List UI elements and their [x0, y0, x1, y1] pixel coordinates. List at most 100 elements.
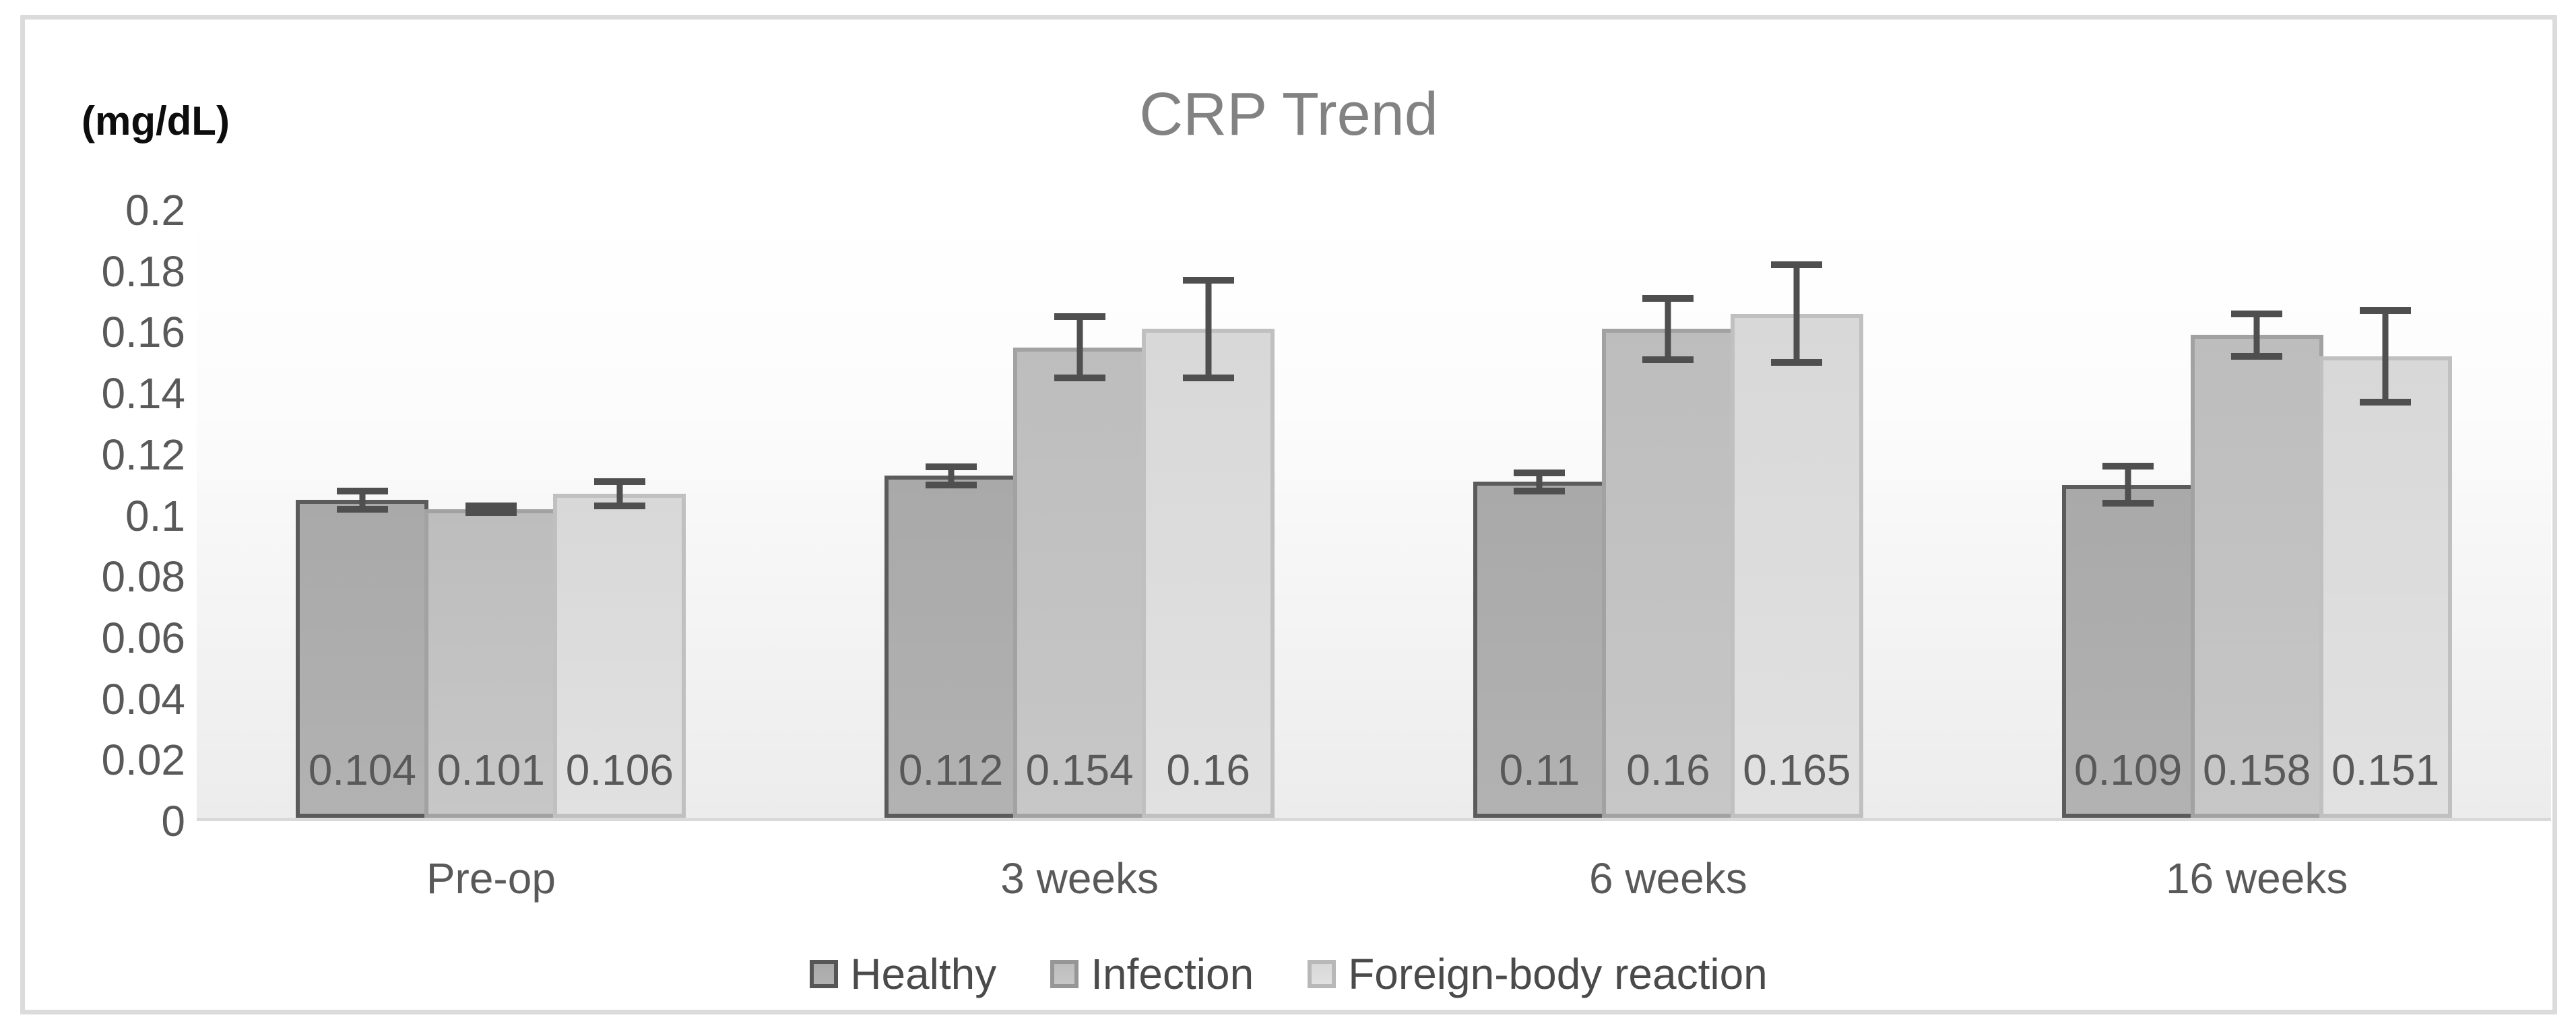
y-tick-label: 0.08: [101, 552, 185, 602]
y-tick-label: 0.1: [125, 491, 185, 540]
error-bar-cap: [1182, 276, 1234, 284]
error-bar-line: [616, 482, 623, 507]
error-bar: [925, 463, 977, 488]
x-axis-label: 16 weeks: [2165, 854, 2348, 903]
bar-infection: 0.158: [2190, 310, 2323, 818]
legend-label: Healthy: [850, 950, 997, 998]
error-bar-line: [1793, 265, 1800, 363]
error-bar-line: [948, 466, 955, 485]
error-bar: [336, 487, 388, 513]
error-bar-cap: [593, 478, 645, 486]
chart-title: CRP Trend: [1139, 81, 1438, 148]
y-tick-label: 0.14: [101, 369, 185, 418]
error-bar-line: [359, 490, 366, 509]
x-axis-label: 3 weeks: [1000, 854, 1159, 903]
error-bar: [1182, 276, 1234, 381]
legend-item-infection: Infection: [1050, 949, 1254, 999]
bar-group-16-weeks: 0.109 0.158 0.151: [1962, 210, 2551, 818]
bar-value-label: 0.106: [565, 746, 674, 794]
x-axis-labels: Pre-op 3 weeks 6 weeks 16 weeks: [197, 853, 2551, 903]
error-bar-cap: [2231, 310, 2283, 317]
error-bar: [2360, 307, 2412, 406]
y-axis-unit-label: (mg/dL): [82, 98, 230, 143]
legend-label: Infection: [1091, 950, 1254, 998]
legend-label: Foreign-body reaction: [1348, 950, 1768, 998]
y-tick-label: 0.04: [101, 674, 185, 723]
error-bar-cap: [1771, 359, 1823, 366]
bar-healthy: 0.104: [296, 487, 429, 818]
bar-value-label: 0.104: [308, 746, 416, 794]
error-bar-cap: [1054, 313, 1105, 321]
plot-area: 0.104 0.101 0.106 0.112 0.154 0.16 0.11 0.16 0.1…: [197, 210, 2551, 821]
y-tick-label: 0.06: [101, 613, 185, 662]
error-bar: [1054, 313, 1105, 381]
error-bar-cap: [2102, 499, 2154, 507]
error-bar-cap: [2102, 463, 2154, 470]
error-bar-cap: [1642, 295, 1694, 302]
error-bar-line: [1665, 298, 1671, 360]
bar-group-pre-op: 0.104 0.101 0.106: [197, 210, 785, 818]
x-axis-label: Pre-op: [426, 854, 556, 903]
y-tick-label: 0.02: [101, 736, 185, 785]
legend-item-foreign-body-reaction: Foreign-body reaction: [1308, 949, 1768, 999]
error-bar-line: [2382, 311, 2389, 403]
bar-value-label: 0.109: [2074, 746, 2183, 794]
bar-infection: 0.101: [424, 503, 558, 818]
error-bar-cap: [1642, 356, 1694, 363]
bar-value-label: 0.101: [437, 746, 545, 794]
error-bar-cap: [2231, 353, 2283, 360]
bar-value-label: 0.11: [1499, 746, 1580, 794]
error-bar: [2231, 310, 2283, 360]
error-bar: [593, 478, 645, 510]
bar-foreign-body-reaction: 0.106: [553, 478, 686, 818]
error-bar-cap: [1182, 374, 1234, 381]
error-bar-cap: [925, 481, 977, 488]
bar-value-label: 0.112: [898, 746, 1004, 794]
bar-value-label: 0.165: [1743, 746, 1851, 794]
error-bar-cap: [1514, 469, 1566, 476]
error-bar: [1642, 295, 1694, 363]
error-bar: [2102, 463, 2154, 507]
bar-value-label: 0.16: [1626, 746, 1710, 794]
error-bar-cap: [1514, 487, 1566, 494]
error-bar-line: [1076, 317, 1083, 378]
error-bar-cap: [1054, 374, 1105, 381]
error-bar-line: [1205, 280, 1212, 378]
error-bar-cap: [925, 463, 977, 470]
bar-healthy: 0.112: [884, 463, 1018, 818]
error-bar-cap: [593, 503, 645, 510]
bar-value-label: 0.16: [1166, 746, 1250, 794]
bar-healthy: 0.11: [1473, 469, 1606, 818]
error-bar: [1771, 261, 1823, 366]
error-bar-cap: [465, 503, 517, 510]
error-bar-cap: [465, 509, 517, 516]
bar-infection: 0.16: [1601, 295, 1735, 818]
error-bar: [465, 503, 517, 516]
y-tick-label: 0.18: [101, 247, 185, 296]
error-bar-cap: [336, 505, 388, 513]
error-bar-line: [2125, 466, 2131, 503]
error-bar-cap: [1771, 261, 1823, 269]
error-bar-line: [1536, 472, 1543, 491]
bar-foreign-body-reaction: 0.151: [2319, 307, 2452, 818]
error-bar: [1514, 469, 1566, 494]
legend-item-healthy: Healthy: [810, 949, 996, 999]
bar-value-label: 0.154: [1025, 746, 1134, 794]
error-bar-line: [2253, 313, 2260, 357]
y-tick-label: 0: [161, 797, 185, 845]
error-bar-cap: [2360, 399, 2412, 406]
bar-value-label: 0.151: [2331, 746, 2440, 794]
bar-group-6-weeks: 0.11 0.16 0.165: [1374, 210, 1963, 818]
legend: Healthy Infection Foreign-body reaction: [25, 949, 2552, 999]
bar-group-3-weeks: 0.112 0.154 0.16: [785, 210, 1374, 818]
y-tick-label: 0.2: [125, 186, 185, 234]
legend-marker-icon: [1050, 960, 1079, 988]
chart-frame: CRP Trend (mg/dL) 0.2 0.18 0.16 0.14 0.12 0.1…: [20, 15, 2557, 1014]
y-tick-label: 0.12: [101, 430, 185, 479]
bar-healthy: 0.109: [2061, 463, 2195, 818]
y-axis-tick-labels: 0.2 0.18 0.16 0.14 0.12 0.1 0.08 0.06 0.04 0.02 0: [25, 189, 185, 843]
x-axis-label: 6 weeks: [1588, 854, 1747, 903]
bar-foreign-body-reaction: 0.16: [1142, 276, 1275, 818]
bar-infection: 0.154: [1013, 313, 1147, 818]
bar-foreign-body-reaction: 0.165: [1730, 261, 1863, 818]
